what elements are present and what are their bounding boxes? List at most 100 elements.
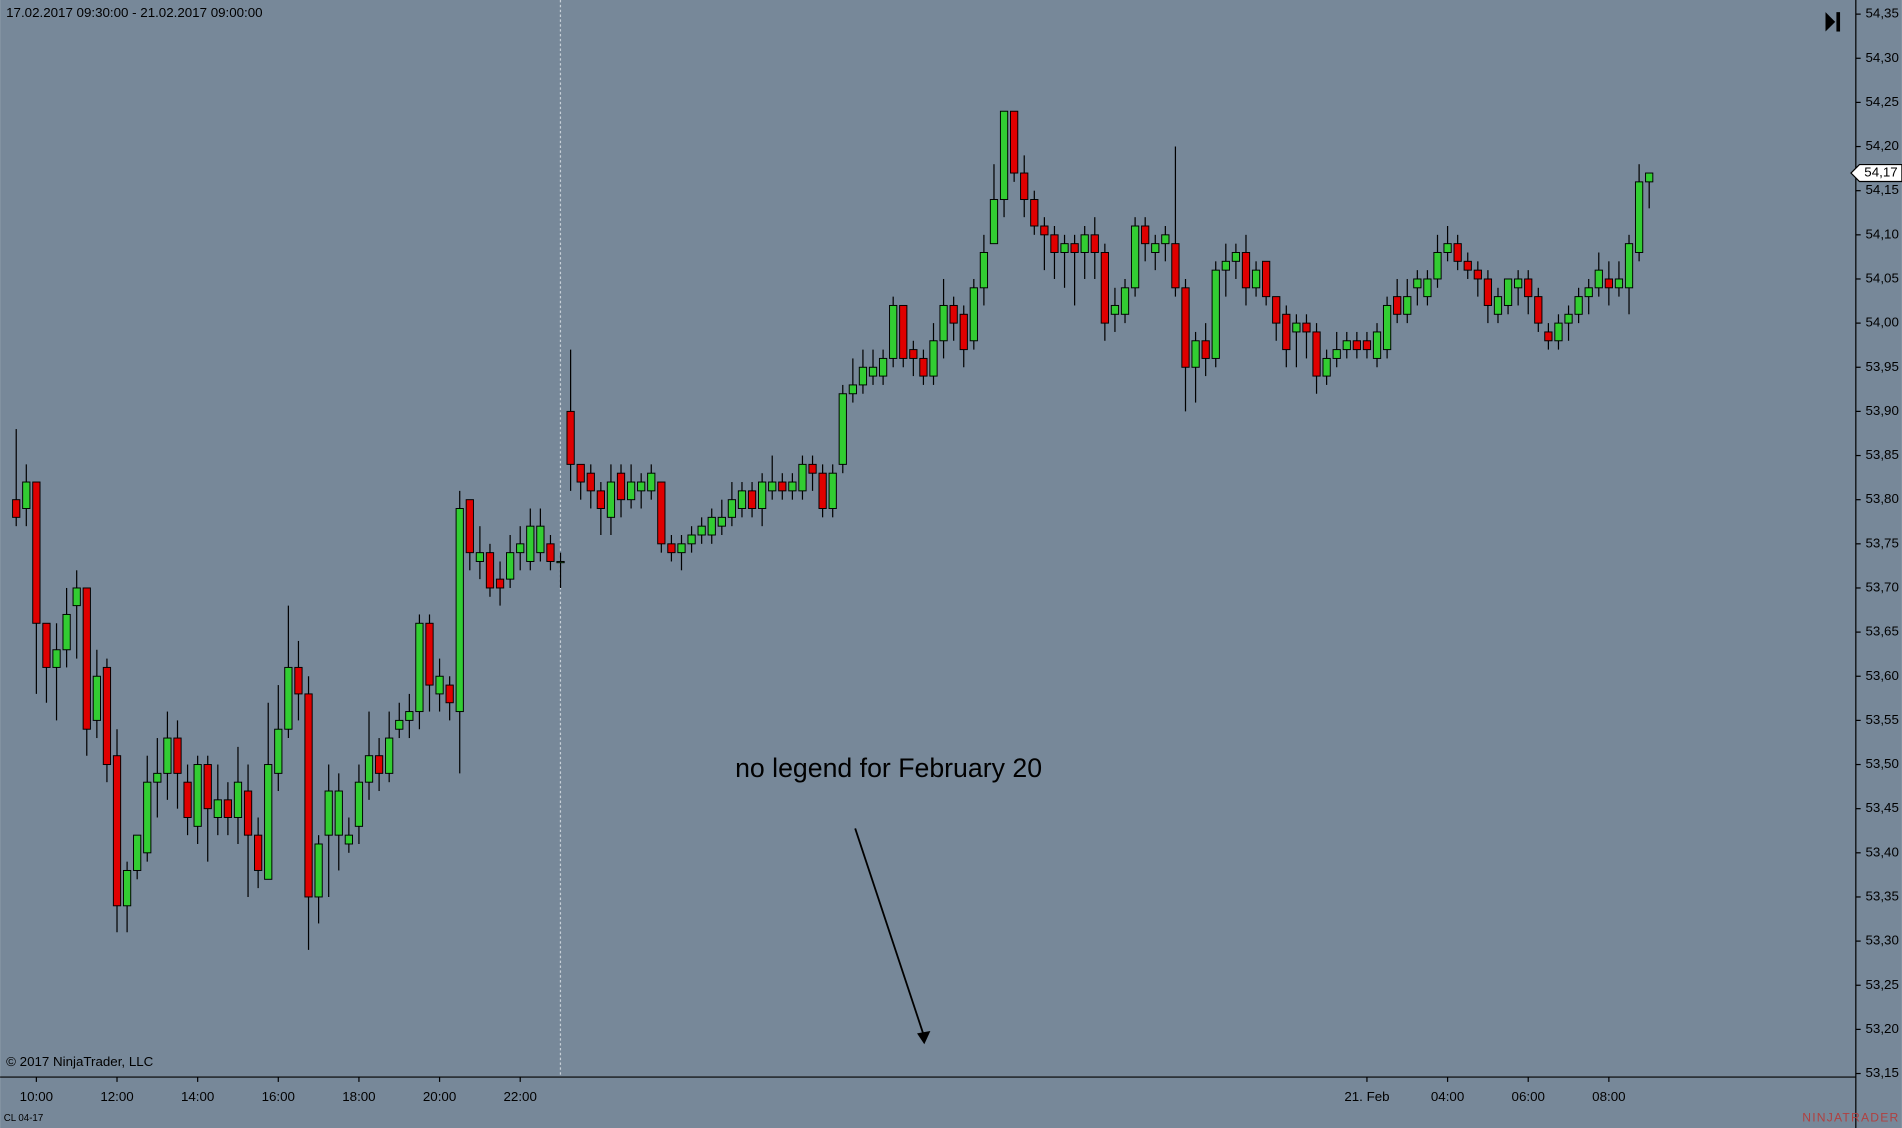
candle-body <box>1362 340 1372 351</box>
y-tick-label: 53,75 <box>1866 535 1899 550</box>
candle-body <box>1090 234 1099 253</box>
scroll-end-icon[interactable] <box>1825 12 1841 32</box>
candle-body <box>1060 243 1069 253</box>
candle-body <box>778 481 787 492</box>
candle-body <box>989 199 999 245</box>
candle-body <box>1130 225 1140 289</box>
candle-body <box>1151 243 1160 253</box>
candle-body <box>1413 278 1422 289</box>
candle-body <box>1141 225 1150 245</box>
y-tick-label: 54,30 <box>1866 50 1899 65</box>
candle-body <box>112 755 122 907</box>
candle-body <box>1574 296 1583 315</box>
y-tick-label: 53,60 <box>1866 668 1899 683</box>
candle-body <box>606 481 616 518</box>
y-tick-label: 54,20 <box>1866 138 1899 153</box>
candle-body <box>536 525 545 554</box>
candle-body <box>233 781 243 818</box>
y-tick-label: 53,50 <box>1866 756 1899 771</box>
candle-body <box>435 675 444 695</box>
bar-icon[interactable] <box>1836 12 1841 32</box>
x-tick-label: 14:00 <box>181 1089 214 1104</box>
candle-body <box>12 499 21 518</box>
candle-body <box>929 340 938 377</box>
candle-body <box>213 799 222 818</box>
candle-body <box>1614 278 1624 289</box>
candle-body <box>1312 331 1321 377</box>
candle-body <box>1100 252 1109 324</box>
candle-body <box>1171 243 1180 289</box>
candle-body <box>1584 287 1593 298</box>
candle-body <box>82 587 91 730</box>
candle-body <box>1624 243 1634 289</box>
candle-body <box>969 287 978 342</box>
candle-body <box>1524 278 1533 298</box>
candle-body <box>1463 260 1472 271</box>
candle-body <box>1634 181 1644 253</box>
candle-body <box>556 560 565 564</box>
candle-body <box>1393 296 1402 315</box>
candle-body <box>667 543 676 554</box>
y-tick-label: 54,05 <box>1866 271 1899 286</box>
candle-body <box>284 666 293 730</box>
x-tick-label: 12:00 <box>100 1089 133 1104</box>
candle-body <box>1372 331 1382 359</box>
candle-body <box>596 490 605 509</box>
candle-body <box>616 472 626 501</box>
candle-body <box>546 543 555 562</box>
candle-body <box>274 728 283 774</box>
y-tick-label: 54,00 <box>1866 315 1899 330</box>
watermark: NINJATRADER <box>1802 1110 1899 1124</box>
x-tick-label: 08:00 <box>1592 1089 1625 1104</box>
candle-body <box>1201 340 1210 359</box>
candle-body <box>264 764 273 880</box>
y-tick-label: 53,35 <box>1866 888 1899 903</box>
y-tick-label: 53,40 <box>1866 844 1899 859</box>
candle-body <box>727 499 737 518</box>
candle-body <box>102 666 112 766</box>
candle-body <box>707 516 716 536</box>
candle-body <box>868 366 878 377</box>
candle-body <box>637 481 646 492</box>
candle-body <box>254 834 263 871</box>
y-tick-label: 54,25 <box>1866 94 1899 109</box>
candle-body <box>828 472 837 509</box>
play-icon[interactable] <box>1825 12 1836 32</box>
candle-body <box>153 772 162 783</box>
candle-body <box>939 304 948 342</box>
candle-body <box>566 410 575 465</box>
candle-body <box>858 366 868 386</box>
annotation: no legend for February 20 <box>735 753 1042 783</box>
candle-body <box>737 490 747 509</box>
candle-body <box>1282 313 1291 351</box>
candle-body <box>385 737 394 774</box>
candle-body <box>1161 234 1170 245</box>
candle-body <box>495 578 505 589</box>
candle-body <box>203 764 212 810</box>
y-tick-label: 54,10 <box>1866 226 1899 241</box>
candle-body <box>455 508 464 713</box>
candle-body <box>1604 278 1613 289</box>
candle-body <box>717 516 726 527</box>
annotation-arrow <box>854 828 926 1038</box>
candle-body <box>1181 287 1190 368</box>
candle-body <box>788 481 797 492</box>
candle-body <box>324 790 333 836</box>
y-tick-label: 53,15 <box>1866 1065 1899 1080</box>
candle-body <box>1342 340 1351 351</box>
candle-body <box>758 481 767 509</box>
candle-body <box>143 781 152 854</box>
candle-body <box>878 357 888 377</box>
candle-body <box>586 472 595 492</box>
candle-body <box>848 384 857 395</box>
y-tick-label: 53,30 <box>1866 933 1899 948</box>
candle-body <box>415 622 424 713</box>
y-tick-label: 53,55 <box>1866 712 1899 727</box>
candle-body <box>163 737 172 774</box>
y-tick-label: 53,85 <box>1866 447 1899 462</box>
candle-body <box>1050 234 1059 253</box>
candle-body <box>1534 296 1543 324</box>
candle-body <box>1433 252 1442 280</box>
